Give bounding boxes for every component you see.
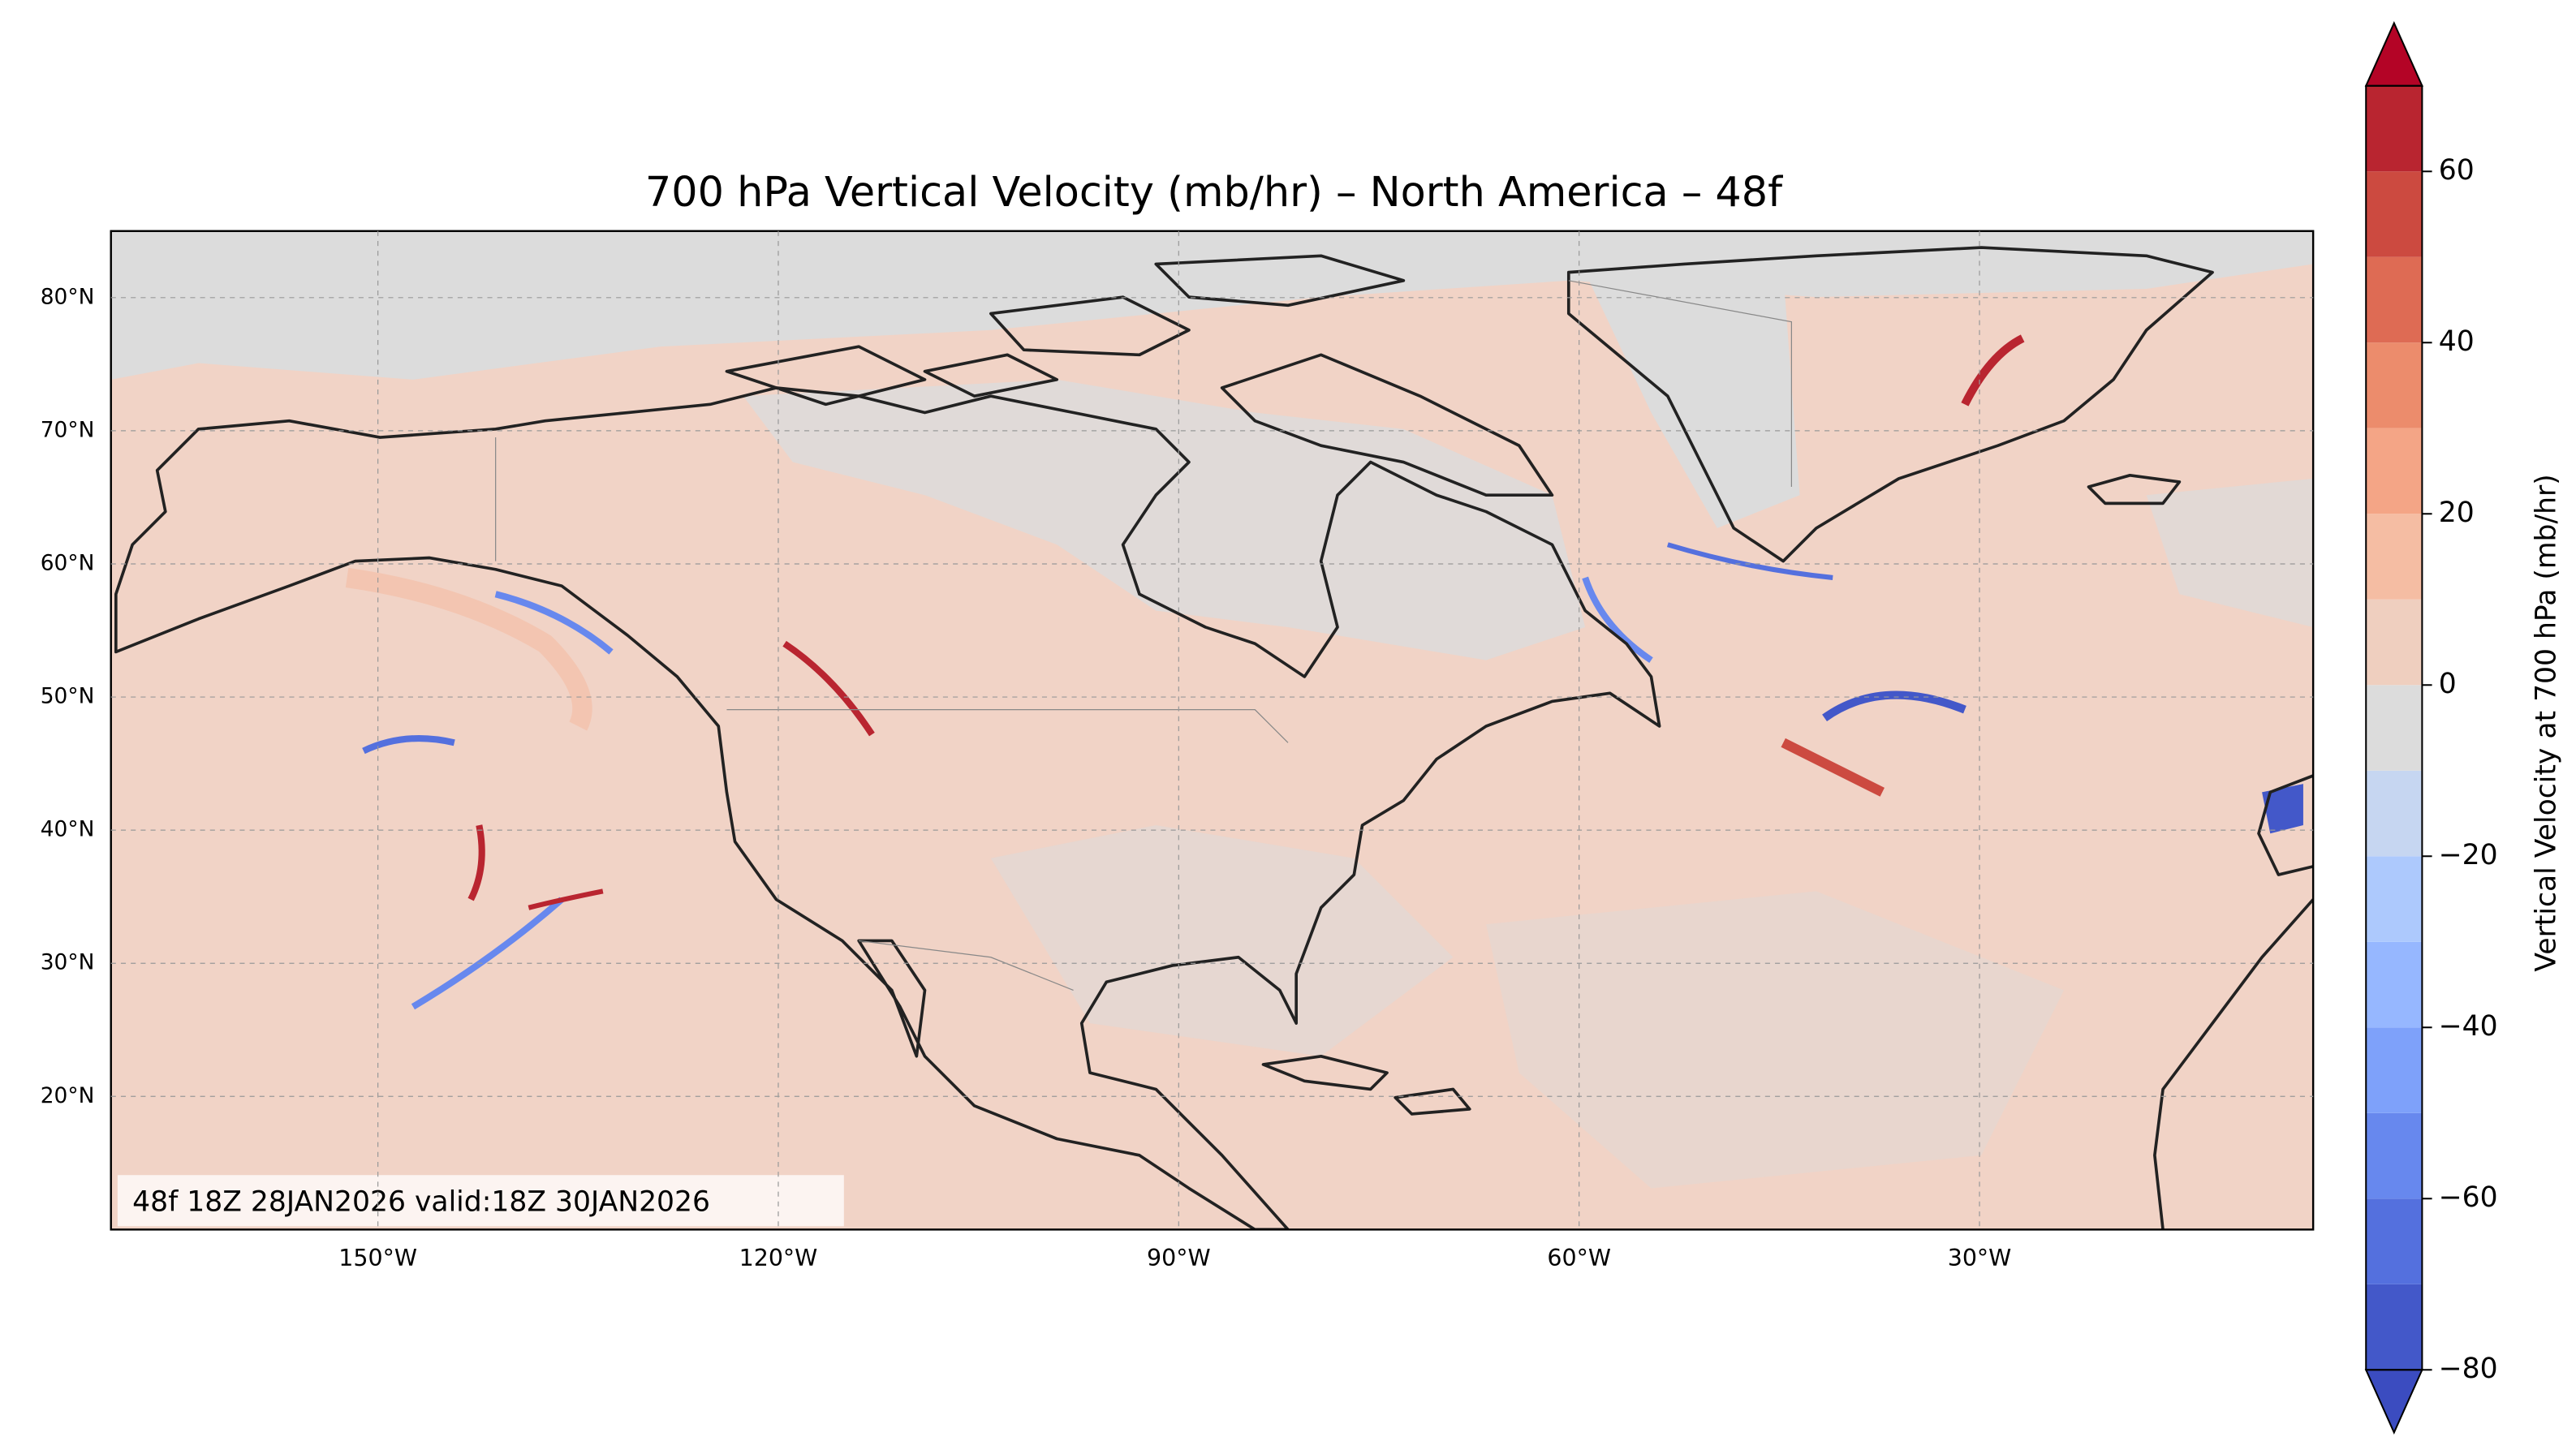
field-neutral — [110, 230, 2314, 380]
colorbar-band — [2366, 1027, 2423, 1113]
field-streak — [1666, 542, 1833, 580]
field-streak — [2262, 784, 2303, 834]
y-tick-label: 30°N — [41, 950, 95, 975]
colorbar-band — [2366, 256, 2423, 343]
field-streak — [494, 591, 614, 655]
colorbar-band — [2366, 171, 2423, 257]
x-tick-label: 150°W — [338, 1245, 417, 1271]
colorbar-tick-label: −80 — [2439, 1353, 2498, 1385]
colorbar-band — [2366, 428, 2423, 514]
x-tick-label: 30°W — [1948, 1245, 2012, 1271]
colorbar-band — [2366, 599, 2423, 686]
colorbar-tick-label: −20 — [2439, 839, 2498, 871]
field-streak — [362, 735, 455, 755]
annotation: 48f 18Z 28JAN2026 valid:18Z 30JAN2026 — [132, 1185, 710, 1218]
coastlines — [114, 246, 2314, 1230]
coastline — [1566, 246, 2214, 563]
y-tick-label: 40°N — [41, 817, 95, 842]
colorbar-frame — [2365, 84, 2423, 1371]
x-tick-label: 120°W — [739, 1245, 818, 1271]
field-streak — [1781, 738, 1885, 797]
colorbar-band — [2366, 1198, 2423, 1284]
y-tick-label: 60°N — [41, 550, 95, 575]
y-tick-label: 50°N — [41, 684, 95, 709]
colorbar-tick-label: 20 — [2439, 497, 2475, 529]
colorbar-band — [2366, 856, 2423, 942]
map-title: 700 hPa Vertical Velocity (mb/hr) – Nort… — [645, 168, 1783, 216]
map-frame — [110, 230, 2315, 1231]
field-neutral — [2146, 478, 2314, 627]
y-tick-label: 20°N — [41, 1083, 95, 1108]
field-streak — [1961, 334, 2025, 407]
y-tick-label: 80°N — [41, 284, 95, 309]
colorbar-extend-max — [2364, 20, 2423, 87]
colorbar-band — [2366, 1284, 2423, 1370]
map-field — [110, 230, 2314, 1230]
field-neutral — [1486, 891, 2065, 1189]
colorbar-tick-label: −40 — [2439, 1010, 2498, 1043]
field-streak — [411, 897, 564, 1010]
coastline — [1220, 353, 1554, 497]
colorbar-label: Vertical Velocity at 700 hPa (mb/hr) — [2530, 474, 2562, 971]
coastline — [2087, 473, 2182, 505]
colorbar-band — [2366, 342, 2423, 428]
coastline — [2153, 774, 2314, 1230]
x-tick-label: 60°W — [1547, 1245, 1611, 1271]
border — [495, 280, 1792, 991]
field-streak — [1822, 690, 1966, 721]
colorbar-band — [2366, 1112, 2423, 1199]
field-streak — [782, 640, 875, 737]
colorbar-band — [2366, 941, 2423, 1028]
field-streak — [345, 567, 592, 731]
colorbar-tick-label: −60 — [2439, 1181, 2498, 1214]
colorbar-tick-label: 40 — [2439, 325, 2475, 358]
coastline — [725, 254, 1406, 407]
field-neutral — [1585, 272, 1800, 528]
colorbar-extend-min — [2364, 1369, 2423, 1435]
field-streak — [528, 888, 604, 910]
field-streak — [1582, 576, 1653, 664]
field-streak — [467, 824, 485, 901]
colorbar-band — [2366, 770, 2423, 857]
field-neutral — [743, 379, 1586, 660]
field-neutral — [990, 825, 1454, 1056]
colorbar-band — [2366, 514, 2423, 600]
annotation-box — [117, 1175, 844, 1227]
y-tick-label: 70°N — [41, 417, 95, 442]
x-tick-label: 90°W — [1147, 1245, 1211, 1271]
colorbar-tick-label: 60 — [2439, 154, 2475, 187]
colorbar-tick-label: 0 — [2439, 668, 2457, 700]
colorbar-band — [2366, 685, 2423, 771]
coastline — [1261, 1054, 1471, 1116]
colorbar-band — [2366, 85, 2423, 172]
coastline — [114, 386, 1661, 1230]
